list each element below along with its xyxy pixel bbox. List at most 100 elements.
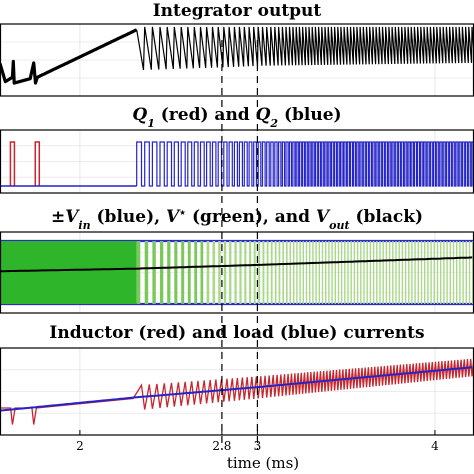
vstar-pulse [398, 241, 400, 304]
integrator-sawtooth [136, 26, 474, 71]
vstar-pulse [462, 241, 464, 304]
vstar-pulse [347, 241, 349, 304]
q2-pulses [136, 141, 474, 187]
vstar-pulse [350, 241, 352, 304]
vstar-pulse [286, 241, 288, 304]
series-Vout [0, 256, 473, 273]
vstar-pulse [456, 241, 458, 304]
vstar-pulse [340, 241, 343, 304]
vstar-pulse [388, 241, 391, 304]
vstar-pulse [414, 241, 416, 304]
vstar-pulse [302, 241, 304, 304]
vstar-pulse [144, 241, 149, 304]
vstar-pulse [353, 241, 356, 304]
vstar-pulse [360, 241, 362, 304]
vstar-pulse [229, 241, 232, 304]
x-tick-label: 2.8 [212, 439, 231, 453]
vstar-pulse [420, 241, 423, 304]
vstar-pulse [376, 241, 378, 304]
vstar-pulse [465, 241, 467, 304]
vstar-pulse [449, 241, 451, 304]
vstar-pulse [136, 241, 141, 304]
q1-pulse [9, 141, 16, 186]
vstar-pulse [440, 241, 442, 304]
vstar-pulse [299, 241, 301, 304]
x-tick-label: 2 [76, 439, 84, 453]
vstar-pulse [174, 241, 178, 304]
vstar-pulse [363, 241, 365, 304]
vstar-pulse [433, 241, 435, 304]
vstar-pulse [452, 241, 455, 304]
vstar-pulse [218, 241, 221, 304]
integrator-line [0, 28, 138, 85]
vstar-pulse [331, 241, 333, 304]
vstar-pulse [427, 241, 429, 304]
vstar-pulse [262, 241, 265, 304]
vstar-pulse [328, 241, 330, 304]
x-axis-label: time (ms) [227, 454, 299, 472]
vstar-pulse [194, 241, 198, 304]
vstar-pulse [223, 241, 227, 304]
vstar-pulse [344, 241, 346, 304]
vstar-pulse [446, 241, 448, 304]
vstar-pulse [200, 241, 204, 304]
vstar-pulse [321, 241, 324, 304]
vstar-pulse [234, 241, 237, 304]
panel-4 [0, 348, 474, 435]
vstar-pulse [356, 241, 359, 304]
vout-line [0, 256, 473, 273]
vstar-pulse [249, 241, 252, 304]
series-Q2 [0, 141, 474, 187]
vstar-pulse [318, 241, 320, 304]
vstar-pulse [258, 241, 261, 304]
vstar-pulse [187, 241, 191, 304]
series-Vstar [0, 241, 474, 304]
vstar-pulse [401, 241, 404, 304]
series-load [0, 366, 473, 412]
vstar-pulse [274, 241, 277, 304]
series-integrator [0, 26, 474, 85]
vstar-pulse [253, 241, 256, 304]
vstar-pulse [309, 241, 311, 304]
vstar-pulse [244, 241, 247, 304]
vstar-pulse [270, 241, 273, 304]
vstar-pulse [392, 241, 394, 304]
vstar-pulse [472, 241, 474, 304]
vstar-pulse [369, 241, 372, 304]
vstar-pulse [282, 241, 284, 304]
vstar-pulse [379, 241, 381, 304]
vstar-pulse [296, 241, 298, 304]
vstar-pulse [443, 241, 445, 304]
vstar-pulse [424, 241, 426, 304]
vstar-pulse [411, 241, 413, 304]
vstar-pulse [395, 241, 397, 304]
vstar-pulse [404, 241, 407, 304]
vstar-pulse [152, 241, 156, 304]
q1-pulse [34, 141, 41, 186]
x-tick-label: 3 [254, 439, 262, 453]
vstar-pulse [160, 241, 164, 304]
vstar-pulse [325, 241, 327, 304]
vstar-pulse [206, 241, 210, 304]
vstar-pulse [278, 241, 281, 304]
vstar-pulse [468, 241, 471, 304]
panel-title-2: Q1 (red) and Q2 (blue) [132, 105, 341, 130]
vstar-pulse [315, 241, 317, 304]
load-line [0, 366, 473, 412]
vstar-pulse [289, 241, 291, 304]
vstar-pulse [436, 241, 439, 304]
vstar-pulse [385, 241, 388, 304]
panel-title-3: ±Vin (blue), V⋆ (green), and Vout (black… [51, 206, 423, 232]
vstar-dense [0, 241, 137, 304]
vstar-pulse [181, 241, 185, 304]
vstar-pulse [430, 241, 432, 304]
vstar-pulse [266, 241, 269, 304]
vstar-pulse [408, 241, 410, 304]
vstar-pulse [459, 241, 461, 304]
vstar-pulse [312, 241, 314, 304]
vstar-pulse [167, 241, 171, 304]
vstar-pulse [337, 241, 340, 304]
vstar-pulse [417, 241, 419, 304]
panel-title-4: Inductor (red) and load (blue) currents [49, 323, 424, 343]
